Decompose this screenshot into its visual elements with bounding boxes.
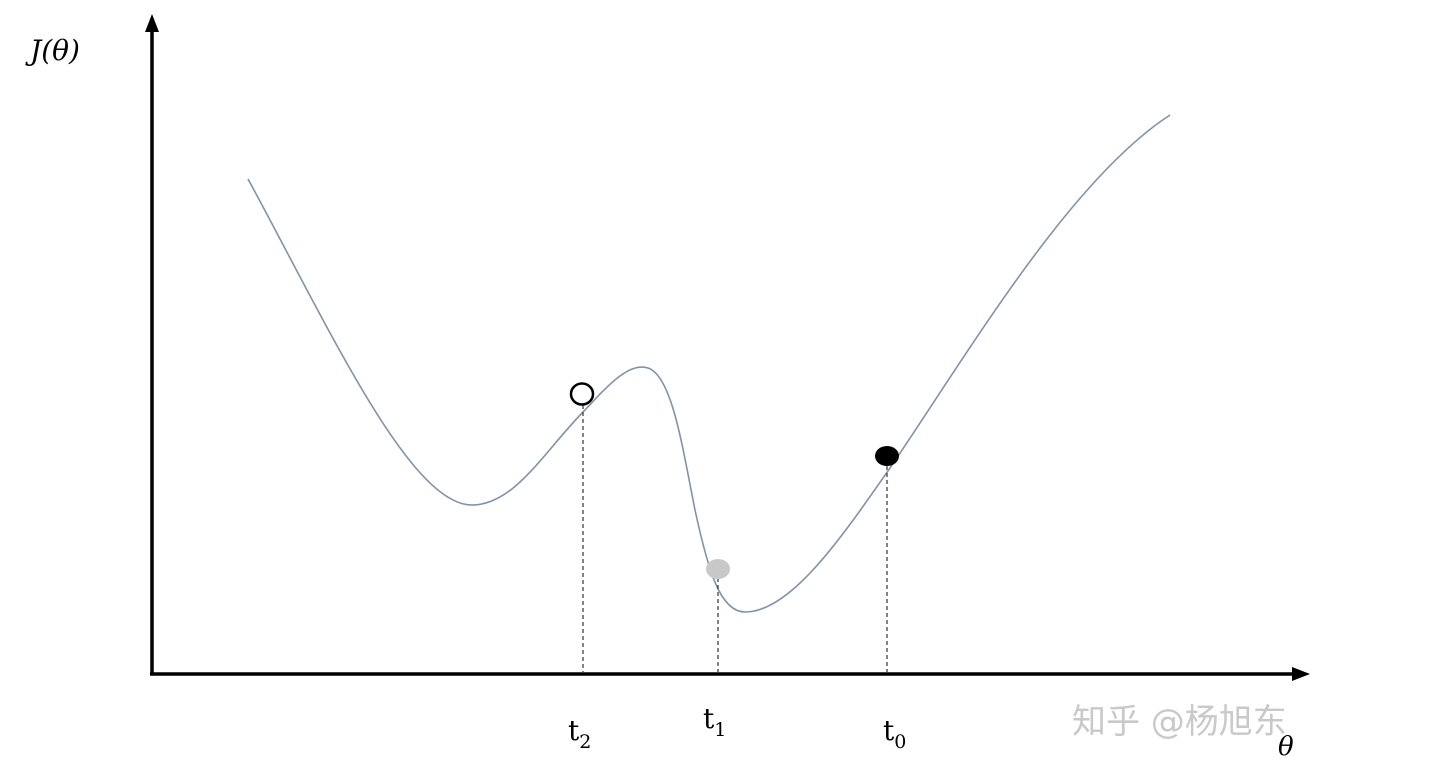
watermark-text: 知乎 @杨旭东	[1072, 702, 1287, 742]
x-axis-label: θ	[1278, 732, 1294, 762]
x-axis-arrow	[1292, 667, 1310, 681]
tick-label-t0: t0	[883, 714, 906, 753]
marker-t0-black	[875, 446, 899, 466]
marker-t2-hollow	[569, 382, 595, 406]
axes	[145, 14, 1310, 681]
tick-label-t2: t2	[568, 714, 591, 753]
y-axis-arrow	[145, 14, 159, 32]
loss-curve	[247, 114, 1171, 613]
drop-lines	[582, 405, 888, 672]
marker-t1-gray	[706, 559, 730, 579]
y-axis-label: J(θ)	[25, 34, 80, 67]
tick-label-t1: t1	[703, 702, 726, 741]
